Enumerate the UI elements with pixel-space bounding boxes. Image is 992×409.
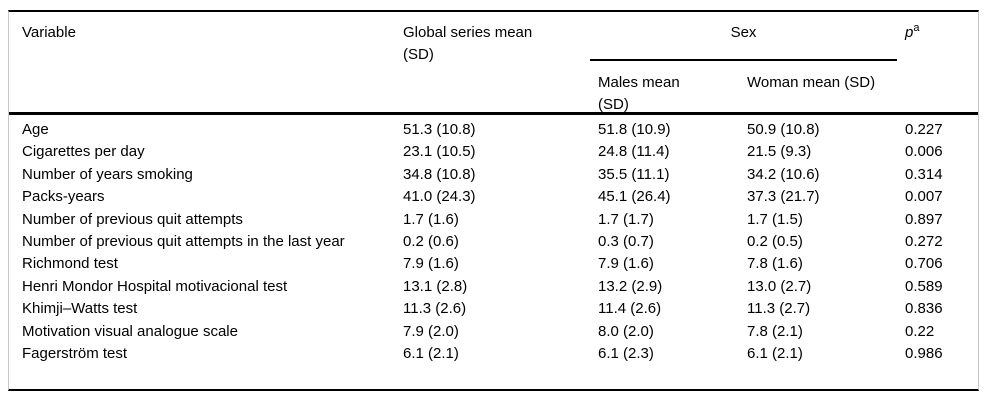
column-header-variable: Variable: [22, 24, 76, 41]
cell-global: 11.3 (2.6): [403, 300, 467, 318]
cell-woman: 21.5 (9.3): [747, 143, 812, 161]
cell-variable: Henri Mondor Hospital motivacional test: [22, 277, 288, 295]
cell-woman: 1.7 (1.5): [747, 210, 803, 228]
cell-p: 0.227: [905, 121, 943, 138]
column-group-sex: Sex Males mean (SD) Woman mean (SD): [590, 22, 897, 116]
cell-woman: 0.2 (0.5): [747, 233, 803, 251]
cell-variable: Richmond test: [22, 255, 118, 273]
cell-males: 6.1 (2.3): [598, 345, 654, 363]
table-row: Number of years smoking 34.8 (10.8) 35.5 (…: [22, 164, 978, 186]
cell-variable: Number of previous quit attempts in the …: [22, 233, 345, 251]
cell-global: 7.9 (1.6): [403, 255, 459, 273]
cell-woman: 11.3 (2.7): [747, 300, 811, 318]
table-row: Richmond test 7.9 (1.6) 7.9 (1.6) 7.8 (1.6)…: [22, 253, 978, 275]
cell-variable: Age: [22, 121, 49, 138]
cell-p: 0.007: [905, 188, 943, 206]
table-row: Packs-years 41.0 (24.3) 45.1 (26.4) 37.3 (2…: [22, 186, 978, 208]
cell-p: 0.836: [905, 300, 943, 318]
table-header: Variable Global series mean (SD) Sex Mal…: [9, 12, 978, 115]
cell-males: 13.2 (2.9): [598, 277, 663, 295]
cell-males: 8.0 (2.0): [598, 322, 654, 340]
cell-p: 0.589: [905, 277, 943, 295]
cell-global: 1.7 (1.6): [403, 210, 459, 228]
table-row: Khimji–Watts test 11.3 (2.6) 11.4 (2.6) 11.…: [22, 298, 978, 320]
table-row: Fagerström test 6.1 (2.1) 6.1 (2.3) 6.1 (2.…: [22, 343, 978, 365]
cell-variable: Number of years smoking: [22, 165, 193, 183]
table-row: Age 51.3 (10.8) 51.8 (10.9) 50.9 (10.8) 0.22…: [22, 119, 978, 141]
cell-global: 6.1 (2.1): [403, 345, 459, 363]
cell-males: 0.3 (0.7): [598, 233, 654, 251]
cell-variable: Fagerström test: [22, 345, 128, 363]
cell-woman: 6.1 (2.1): [747, 345, 803, 363]
cell-global: 51.3 (10.8): [403, 121, 476, 138]
variables-by-sex-table: Variable Global series mean (SD) Sex Mal…: [8, 10, 979, 391]
column-header-woman-mean: Woman mean (SD): [747, 74, 876, 91]
cell-global: 23.1 (10.5): [403, 143, 476, 161]
cell-p: 0.986: [905, 345, 943, 363]
cell-woman: 7.8 (2.1): [747, 322, 803, 340]
column-header-p-value: pa: [897, 22, 978, 116]
column-header-global-series-mean: Global series mean (SD): [403, 24, 533, 63]
cell-global: 34.8 (10.8): [403, 165, 476, 183]
cell-p: 0.314: [905, 165, 943, 183]
table-row: Cigarettes per day 23.1 (10.5) 24.8 (11.4)…: [22, 141, 978, 163]
table-body: Age 51.3 (10.8) 51.8 (10.9) 50.9 (10.8) 0.22…: [9, 115, 978, 389]
cell-global: 13.1 (2.8): [403, 277, 468, 295]
cell-males: 1.7 (1.7): [598, 210, 654, 228]
cell-males: 24.8 (11.4): [598, 143, 670, 161]
cell-variable: Khimji–Watts test: [22, 300, 138, 318]
cell-global: 41.0 (24.3): [403, 188, 476, 206]
cell-males: 45.1 (26.4): [598, 188, 671, 206]
cell-p: 0.272: [905, 233, 943, 251]
cell-variable: Number of previous quit attempts: [22, 210, 243, 228]
cell-p: 0.706: [905, 255, 943, 273]
cell-woman: 34.2 (10.6): [747, 165, 820, 183]
cell-males: 7.9 (1.6): [598, 255, 654, 273]
cell-woman: 50.9 (10.8): [747, 121, 820, 138]
cell-males: 35.5 (11.1): [598, 165, 670, 183]
p-footnote-marker: a: [913, 22, 920, 34]
table-row: Number of previous quit attempts in the …: [22, 231, 978, 253]
p-symbol: p: [905, 24, 914, 41]
cell-woman: 7.8 (1.6): [747, 255, 803, 273]
cell-variable: Motivation visual analogue scale: [22, 322, 238, 340]
cell-variable: Cigarettes per day: [22, 143, 145, 161]
table-row: Number of previous quit attempts 1.7 (1.6…: [22, 209, 978, 231]
cell-p: 0.006: [905, 143, 943, 161]
cell-woman: 37.3 (21.7): [747, 188, 820, 206]
cell-global: 0.2 (0.6): [403, 233, 459, 251]
cell-variable: Packs-years: [22, 188, 105, 206]
cell-males: 11.4 (2.6): [598, 300, 662, 318]
column-header-sex: Sex: [590, 22, 897, 61]
table-row: Motivation visual analogue scale 7.9 (2.0…: [22, 321, 978, 343]
sex-subheader-row: Males mean (SD) Woman mean (SD): [590, 61, 897, 116]
cell-males: 51.8 (10.9): [598, 121, 671, 138]
table-row: Henri Mondor Hospital motivacional test 1…: [22, 276, 978, 298]
cell-woman: 13.0 (2.7): [747, 277, 812, 295]
cell-p: 0.897: [905, 210, 943, 228]
column-header-males-mean: Males mean (SD): [598, 74, 680, 113]
cell-global: 7.9 (2.0): [403, 322, 459, 340]
cell-p: 0.22: [905, 322, 935, 340]
